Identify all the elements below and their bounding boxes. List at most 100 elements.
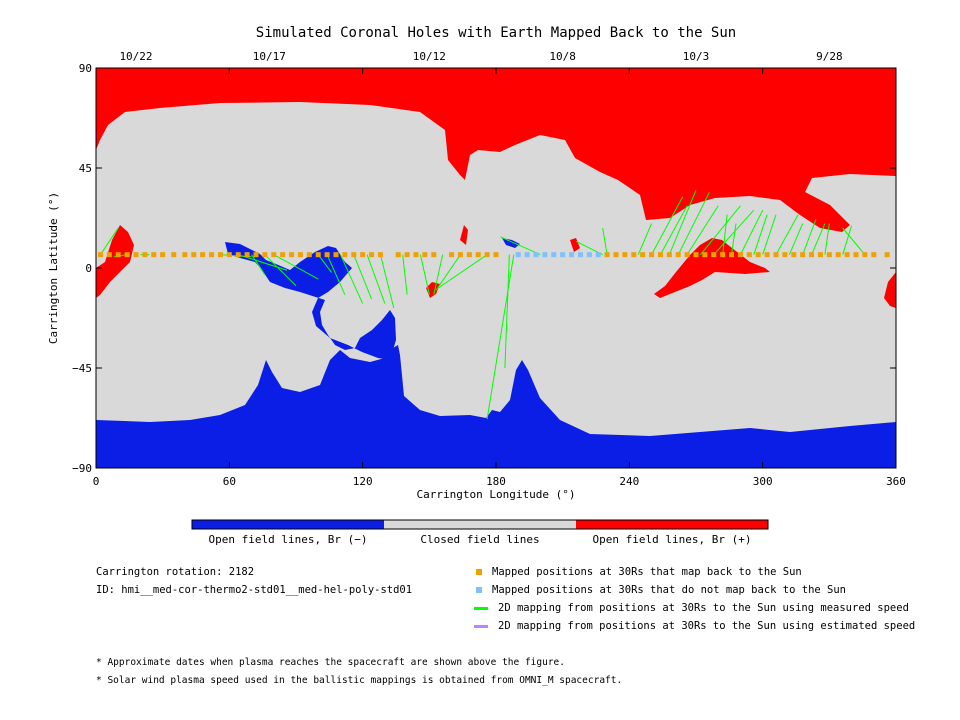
- mapped-position-point: [604, 252, 610, 258]
- measured-speed-mapping-line: [731, 223, 737, 255]
- measured-speed-mapping-line: [739, 209, 764, 255]
- measured-speed-mapping-line: [264, 254, 297, 287]
- red-patch-tiny: [570, 238, 580, 252]
- date-tick-label: 10/3: [683, 50, 710, 63]
- measured-speed-mapping-line: [842, 225, 853, 255]
- mapped-position-point: [333, 252, 339, 258]
- footnote-speed: * Solar wind plasma speed used in the ba…: [96, 675, 623, 686]
- mapped-position-point: [124, 252, 130, 258]
- measured-speed-mapping-line: [713, 209, 755, 256]
- measured-speed-mapping-line: [486, 254, 515, 420]
- red-patch-small: [460, 225, 468, 245]
- carrington-rotation: Carrington rotation: 2182: [96, 566, 255, 578]
- measured-speed-mapping-line: [339, 254, 364, 304]
- mapped-position-point: [773, 252, 779, 258]
- red-patch-left: [96, 225, 134, 298]
- mapped-position-point: [862, 252, 868, 258]
- red-patch-right: [884, 272, 896, 308]
- measured-speed-mapping-line: [802, 218, 817, 255]
- y-tick-label: −45: [72, 362, 92, 375]
- date-tick-label: 10/12: [413, 50, 446, 63]
- mapped-position-point: [106, 252, 112, 258]
- measured-speed-mapping-line: [366, 254, 386, 304]
- plot-area: [95, 67, 897, 469]
- red-tongue: [654, 238, 770, 298]
- y-tick-label: −90: [72, 462, 92, 475]
- measured-speed-mapping-line: [353, 254, 373, 300]
- measured-speed-mapping-line: [824, 223, 830, 255]
- mapped-position-point: [649, 252, 655, 258]
- mapped-points: [97, 252, 890, 258]
- measured-speed-mapping-line: [433, 254, 444, 295]
- mapped-position-point: [657, 252, 663, 258]
- mapped-position-point: [253, 252, 259, 258]
- mapped-position-point: [684, 252, 690, 258]
- measured-speed-mapping-line: [677, 192, 710, 255]
- mapped-position-point: [457, 252, 463, 258]
- measured-speed-mapping-line: [504, 254, 510, 369]
- mapped-position-point: [884, 252, 890, 258]
- mapped-position-point: [395, 252, 401, 258]
- measured-speed-mapping-line: [686, 205, 719, 255]
- unmapped-position-point: [524, 252, 530, 258]
- mapped-position-point: [475, 252, 481, 258]
- legend-label-measured: 2D mapping from positions at 30Rs to the…: [498, 602, 909, 614]
- x-tick-label: 240: [619, 475, 639, 488]
- unmapped-position-point: [542, 252, 548, 258]
- colorbar-label-negative: Open field lines, Br (−): [208, 533, 368, 546]
- unmapped-position-point: [569, 252, 575, 258]
- legend-swatch-estimated: [474, 624, 488, 628]
- mapped-position-point: [351, 252, 357, 258]
- chart-title: Simulated Coronal Holes with Earth Mappe…: [256, 25, 736, 41]
- legend-swatch-measured: [474, 606, 488, 610]
- unmapped-position-point: [595, 252, 601, 258]
- date-tick-label: 9/28: [816, 50, 843, 63]
- mapped-position-point: [280, 252, 286, 258]
- mapped-position-point: [369, 252, 375, 258]
- mapped-position-point: [262, 252, 268, 258]
- footnote-dates: * Approximate dates when plasma reaches …: [96, 657, 565, 668]
- measured-speed-mapping-line: [437, 254, 488, 289]
- mapped-position-point: [413, 252, 419, 258]
- mapped-position-point: [449, 252, 455, 258]
- mapped-position-point: [791, 252, 797, 258]
- colorbar-label-positive: Open field lines, Br (+): [592, 533, 752, 546]
- mapped-position-point: [324, 252, 330, 258]
- mapped-position-point: [115, 252, 121, 258]
- mapped-position-point: [729, 252, 735, 258]
- date-tick-label: 10/17: [253, 50, 286, 63]
- mapped-position-point: [182, 252, 188, 258]
- mapped-position-point: [244, 252, 250, 258]
- mapped-position-point: [675, 252, 681, 258]
- measured-speed-mapping-line: [238, 254, 288, 271]
- mapped-position-point: [666, 252, 672, 258]
- colorbar-closed: [384, 520, 576, 529]
- mapped-position-point: [484, 252, 490, 258]
- y-tick-label: 0: [85, 262, 92, 275]
- mapped-position-point: [160, 252, 166, 258]
- colorbar-frame: [191, 519, 769, 530]
- mapped-position-point: [693, 252, 699, 258]
- unmapped-position-point: [533, 252, 539, 258]
- x-tick-label: 360: [886, 475, 906, 488]
- y-axis: 90 45 0 −45 −90: [72, 62, 896, 475]
- model-id: ID: hmi__med-cor-thermo2-std01__med-hel-…: [96, 584, 413, 596]
- date-tick-label: 10/8: [549, 50, 576, 63]
- mapped-position-point: [226, 252, 232, 258]
- mapped-position-point: [151, 252, 157, 258]
- mapped-position-point: [306, 252, 312, 258]
- mapped-position-point: [431, 252, 437, 258]
- colorbar: [191, 519, 769, 530]
- mapped-position-point: [631, 252, 637, 258]
- legend-item-measured: 2D mapping from positions at 30Rs to the…: [474, 602, 909, 614]
- x-tick-label: 120: [353, 475, 373, 488]
- mapped-position-point: [800, 252, 806, 258]
- x-tick-label: 180: [486, 475, 506, 488]
- mapped-position-point: [235, 252, 241, 258]
- mapped-position-point: [97, 252, 103, 258]
- mapped-position-point: [360, 252, 366, 258]
- mapped-position-point: [171, 252, 177, 258]
- measured-speed-mapping-line: [251, 254, 266, 275]
- mapped-position-point: [271, 252, 277, 258]
- x-axis: 0 60 120 180 240 300 360: [93, 68, 906, 488]
